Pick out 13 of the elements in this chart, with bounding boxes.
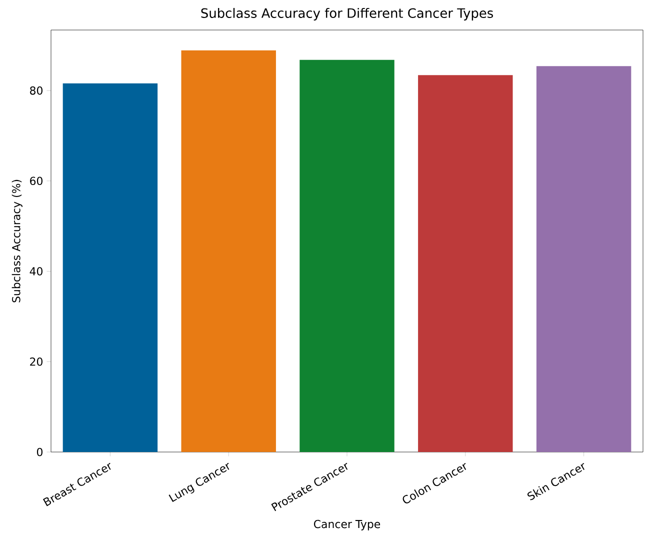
- y-tick-label: 40: [30, 267, 42, 276]
- x-axis-title: Cancer Type: [314, 520, 380, 530]
- y-tick-label: 20: [30, 358, 42, 366]
- bar: [181, 50, 276, 452]
- bar: [300, 60, 394, 452]
- chart-title: Subclass Accuracy for Different Cancer Types: [201, 8, 493, 20]
- bar: [536, 66, 632, 452]
- bar: [62, 83, 158, 452]
- y-tick-label: 0: [36, 448, 42, 456]
- y-tick-label: 60: [30, 176, 42, 186]
- y-tick-label: 80: [30, 86, 42, 95]
- bar: [418, 75, 513, 452]
- y-axis-title: Subclass Accuracy (%): [12, 180, 22, 302]
